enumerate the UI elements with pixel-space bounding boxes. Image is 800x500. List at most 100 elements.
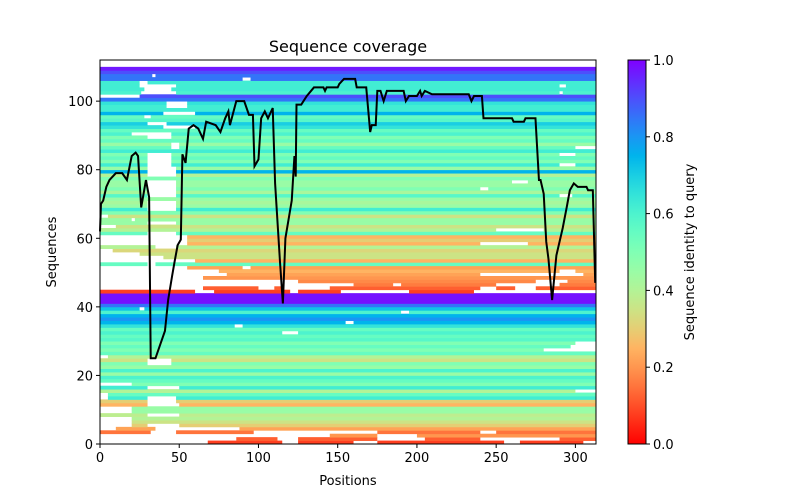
- coverage-segment: [100, 330, 283, 335]
- coverage-segment: [176, 84, 560, 88]
- coverage-segment: [100, 114, 145, 119]
- coverage-segment: [250, 77, 596, 81]
- coverage-segment: [100, 389, 576, 393]
- coverage-segment: [100, 348, 544, 352]
- coverage-segment: [195, 258, 596, 263]
- coverage-segment: [176, 396, 596, 400]
- coverage-segment: [100, 231, 148, 236]
- colorbar-ticks: 0.0 0.2 0.4 0.6 0.8 1.0: [646, 54, 674, 453]
- coverage-segment: [100, 197, 596, 201]
- coverage-segment: [171, 87, 596, 92]
- coverage-segment: [226, 272, 481, 277]
- coverage-segment: [131, 423, 148, 428]
- coverage-segment: [171, 361, 596, 366]
- coverage-segment: [100, 142, 172, 147]
- coverage-segment: [100, 300, 596, 304]
- coverage-segment: [179, 413, 597, 417]
- coverage-segment: [176, 169, 596, 174]
- coverage-segment: [187, 265, 243, 270]
- coverage-segment: [100, 358, 148, 363]
- coverage-segment: [100, 341, 576, 345]
- coverage-segment: [353, 320, 596, 325]
- coverage-segment: [100, 159, 148, 164]
- coverage-segment: [424, 437, 481, 441]
- coverage-segment: [100, 351, 596, 356]
- coverage-segment: [115, 224, 596, 229]
- coverage-segment: [100, 73, 153, 78]
- coverage-segment: [176, 166, 596, 171]
- coverage-segment: [171, 156, 596, 160]
- coverage-segment: [100, 204, 148, 208]
- coverage-segment: [242, 324, 596, 328]
- coverage-segment: [100, 97, 596, 102]
- coverage-segment: [171, 162, 560, 167]
- coverage-segment: [100, 118, 596, 123]
- coverage-segment: [166, 121, 596, 126]
- coverage-segment: [100, 128, 596, 133]
- colorbar-tick-label: 0.0: [653, 438, 674, 453]
- coverage-segment: [100, 200, 148, 205]
- coverage-segment: [100, 306, 140, 311]
- coverage-segment: [100, 101, 167, 105]
- coverage-segment: [100, 207, 148, 212]
- coverage-segment: [496, 430, 596, 435]
- coverage-segment: [144, 306, 596, 311]
- coverage-segment: [195, 125, 596, 129]
- coverage-segment: [100, 361, 148, 366]
- coverage-segment: [100, 104, 167, 109]
- coverage-line: [99, 77, 597, 360]
- x-tick-label: 200: [405, 451, 430, 466]
- x-axis: 0 50 100 150 200 250 300: [96, 444, 588, 466]
- coverage-segment: [100, 293, 596, 297]
- chart-title: Sequence coverage: [269, 37, 427, 56]
- plot-frame: [99, 59, 597, 445]
- colorbar-tick-label: 1.0: [653, 54, 674, 69]
- coverage-segment: [298, 437, 378, 441]
- coverage-segment: [218, 269, 560, 273]
- coverage-segment: [100, 70, 596, 75]
- coverage-line-layer: [99, 77, 597, 360]
- coverage-segment: [176, 207, 596, 212]
- coverage-segment: [100, 399, 148, 404]
- coverage-segment: [100, 190, 148, 195]
- coverage-segment: [176, 430, 254, 435]
- coverage-segment: [100, 375, 596, 380]
- coverage-segment: [329, 286, 481, 291]
- coverage-segment: [100, 365, 596, 369]
- coverage-segment: [100, 87, 145, 92]
- coverage-segment: [100, 183, 148, 188]
- coverage-segment: [207, 440, 283, 445]
- coverage-segment: [298, 330, 596, 335]
- coverage-segment: [195, 111, 596, 116]
- coverage-segment: [562, 90, 596, 95]
- coverage-segment: [155, 73, 596, 78]
- coverage-segment: [401, 282, 497, 287]
- coverage-segment: [214, 289, 291, 294]
- coverage-segment: [100, 149, 596, 153]
- coverage-segment: [527, 241, 596, 246]
- coverage-segment: [416, 433, 596, 438]
- coverage-segment: [100, 317, 596, 321]
- coverage-segment: [100, 228, 497, 232]
- coverage-segment: [100, 145, 172, 150]
- coverage-segment: [100, 402, 148, 407]
- coverage-segment: [176, 399, 596, 404]
- coverage-segment: [100, 162, 148, 167]
- colorbar-tick-label: 0.4: [653, 284, 674, 299]
- coverage-segment: [274, 286, 283, 291]
- coverage-segment: [176, 190, 596, 195]
- coverage-segment: [131, 406, 596, 411]
- coverage-segment: [150, 114, 596, 119]
- colorbar-tick-label: 0.8: [653, 131, 674, 146]
- coverage-segment: [100, 156, 148, 160]
- coverage-heatmap: [100, 66, 597, 445]
- coverage-segment: [155, 262, 596, 267]
- coverage-segment: [176, 186, 481, 191]
- coverage-segment: [298, 279, 536, 284]
- coverage-segment: [559, 282, 596, 287]
- y-axis: 0 20 40 60 80 100: [68, 95, 100, 453]
- x-tick-label: 50: [171, 451, 188, 466]
- coverage-segment: [100, 90, 142, 95]
- coverage-segment: [100, 289, 196, 294]
